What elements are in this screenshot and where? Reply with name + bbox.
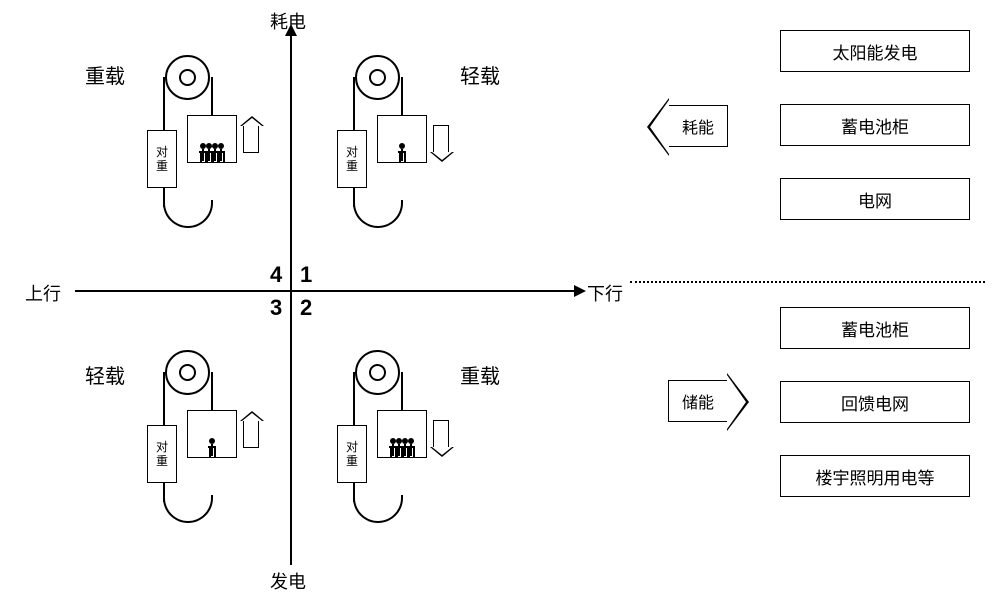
- source-box: 蓄电池柜: [780, 104, 970, 146]
- quadrant-num-2: 2: [300, 295, 312, 321]
- load-label-q4: 重载: [85, 60, 125, 89]
- store-box: 楼宇照明用电等: [780, 455, 970, 497]
- pulley-icon: [355, 350, 400, 395]
- elevator-q3: 对重: [125, 350, 260, 525]
- load-label-q2: 重载: [460, 360, 500, 389]
- cabin-heavy: [377, 410, 427, 458]
- load-label-q1: 轻载: [460, 60, 500, 89]
- store-arrow-label: 储能: [682, 389, 714, 413]
- counterweight: 对重: [147, 130, 177, 188]
- quadrant-num-3: 3: [270, 295, 282, 321]
- source-box: 太阳能发电: [780, 30, 970, 72]
- axis-label-top: 耗电: [270, 8, 306, 34]
- cabin-heavy: [187, 115, 237, 163]
- counterweight: 对重: [337, 425, 367, 483]
- pulley-icon: [165, 55, 210, 100]
- axis-label-bottom: 发电: [270, 568, 306, 594]
- quadrant-num-1: 1: [300, 262, 312, 288]
- consume-arrow: 耗能: [668, 105, 728, 147]
- elevator-q4: 对重: [125, 55, 260, 230]
- source-box: 电网: [780, 178, 970, 220]
- cable: [163, 495, 213, 523]
- cable: [353, 200, 403, 228]
- cable: [163, 200, 213, 228]
- counterweight: 对重: [147, 425, 177, 483]
- up-arrow-icon: [243, 420, 259, 448]
- quadrant-diagram: 耗电 发电 上行 下行 1 2 3 4 重载 对重 轻载 对重 轻载: [20, 10, 630, 575]
- cable: [353, 495, 403, 523]
- x-axis: [75, 290, 575, 292]
- down-arrow-icon: [433, 420, 449, 448]
- elevator-q1: 对重: [315, 55, 450, 230]
- cabin-light: [187, 410, 237, 458]
- store-arrow: 储能: [668, 380, 728, 422]
- up-arrow-icon: [243, 125, 259, 153]
- axis-label-left: 上行: [25, 280, 61, 306]
- elevator-q2: 对重: [315, 350, 450, 525]
- counterweight: 对重: [337, 130, 367, 188]
- quadrant-num-4: 4: [270, 262, 282, 288]
- consume-arrow-label: 耗能: [682, 114, 714, 138]
- load-label-q3: 轻载: [85, 360, 125, 389]
- y-axis: [290, 35, 292, 565]
- pulley-icon: [165, 350, 210, 395]
- store-box: 蓄电池柜: [780, 307, 970, 349]
- down-arrow-icon: [433, 125, 449, 153]
- cabin-light: [377, 115, 427, 163]
- energy-sources-panel: 耗能 太阳能发电 蓄电池柜 电网 储能 蓄电池柜 回馈电网 楼宇照明用电等: [660, 30, 985, 529]
- store-box: 回馈电网: [780, 381, 970, 423]
- axis-label-right: 下行: [587, 280, 623, 306]
- pulley-icon: [355, 55, 400, 100]
